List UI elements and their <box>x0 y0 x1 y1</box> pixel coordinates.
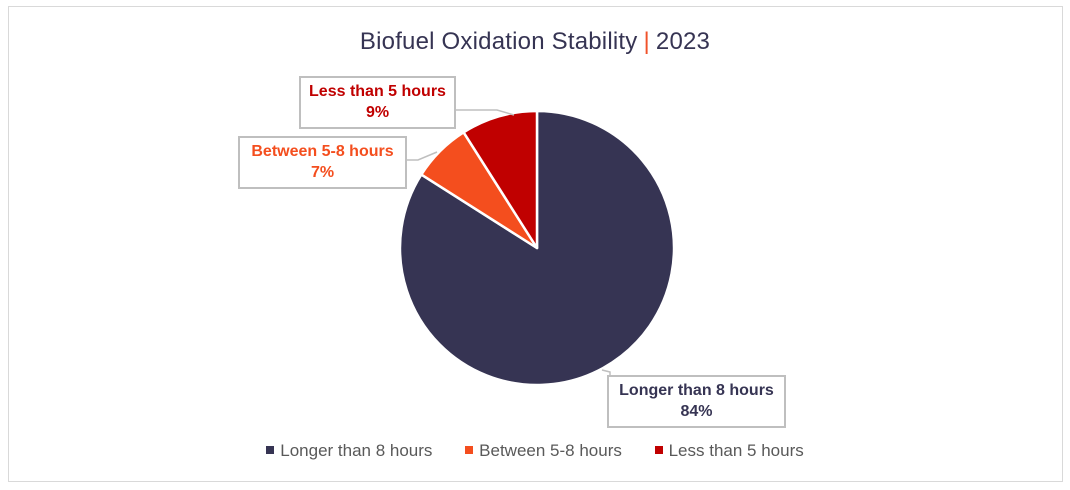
legend-label: Less than 5 hours <box>668 441 804 460</box>
legend-swatch-icon <box>465 445 474 454</box>
legend-item-longer: Longer than 8 hours <box>266 441 432 461</box>
data-label-longer-than-8: Longer than 8 hours 84% <box>607 375 786 428</box>
pie-slice-less-than-5-hours <box>462 109 539 250</box>
data-label-between-5-8: Between 5-8 hours 7% <box>238 136 407 189</box>
legend-item-between: Between 5-8 hours <box>465 441 622 461</box>
data-label-name: Longer than 8 hours <box>619 382 774 399</box>
legend-item-less: Less than 5 hours <box>654 441 804 461</box>
leader-line-between <box>406 151 438 161</box>
legend-label: Between 5-8 hours <box>479 441 622 460</box>
chart-title-main: Biofuel Oxidation Stability <box>359 28 638 55</box>
pie-slices <box>398 109 676 387</box>
leader-line-longer <box>601 369 611 376</box>
data-label-name: Between 5-8 hours <box>251 143 394 160</box>
data-label-value: 84% <box>680 403 713 420</box>
legend-swatch-icon <box>266 445 275 454</box>
chart-title-year: 2023 <box>655 28 711 55</box>
data-label-value: 7% <box>310 164 335 181</box>
chart-legend: Longer than 8 hours Between 5-8 hours Le… <box>0 441 1070 461</box>
data-label-less-than-5: Less than 5 hours 9% <box>299 76 456 129</box>
legend-label: Longer than 8 hours <box>280 441 433 460</box>
legend-swatch-icon <box>654 445 663 454</box>
leader-line-less <box>455 109 515 116</box>
chart-title: Biofuel Oxidation Stability | 2023 <box>0 28 1070 56</box>
pie-slice-longer-than-8-hours <box>398 109 676 387</box>
data-label-value: 9% <box>365 104 390 121</box>
data-label-name: Less than 5 hours <box>309 83 446 100</box>
title-separator: | <box>643 28 650 55</box>
